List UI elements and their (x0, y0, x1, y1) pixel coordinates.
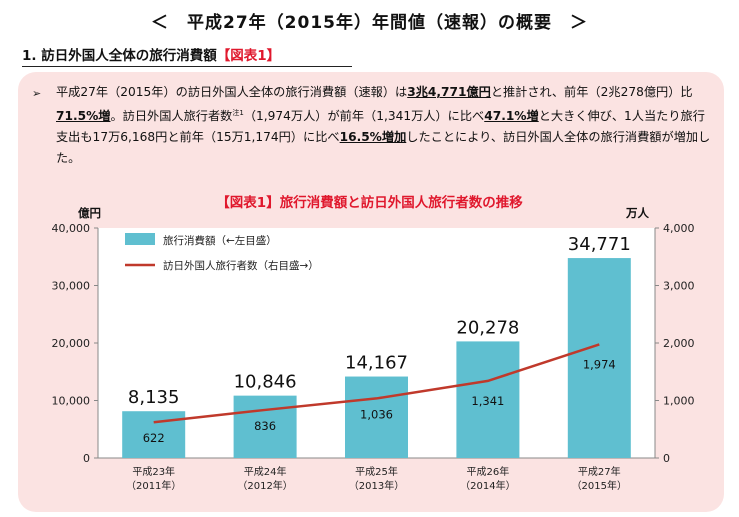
left-tick-label: 30,000 (52, 280, 91, 293)
right-tick-label: 2,000 (663, 337, 695, 350)
x-category-label: 平成27年 (578, 465, 621, 478)
bar-spending (345, 376, 408, 458)
left-tick-label: 0 (83, 452, 90, 465)
section-number: 1. (22, 48, 42, 64)
summary-text-6: したことにより、訪日外国人全体の旅行消費額が増加した。 (56, 130, 711, 166)
bar-spending (233, 395, 297, 458)
x-category-sublabel: （2012年） (237, 479, 292, 492)
legend-swatch-bar (125, 233, 155, 245)
line-data-label: 836 (254, 419, 276, 433)
line-data-label: 1,036 (360, 407, 393, 421)
chart-title: 【図表1】旅行消費額と訪日外国人旅行者数の推移 (216, 195, 523, 211)
page-title: ＜ 平成27年（2015年）年間値（速報）の概要 ＞ (151, 13, 588, 33)
bar-data-label: 20,278 (456, 317, 519, 338)
bar-spending (456, 341, 520, 458)
section-label: 訪日外国人全体の旅行消費額 (41, 48, 217, 64)
bullet-arrow-icon: ➢ (32, 87, 42, 100)
line-data-label: 1,974 (583, 357, 616, 371)
bar-data-label: 8,135 (128, 387, 180, 408)
bar-data-label: 34,771 (568, 234, 631, 255)
line-data-label: 1,341 (471, 394, 504, 408)
summary-visitor-growth: 47.1%増 (484, 109, 539, 124)
summary-paragraph: 平成27年（2015年）の訪日外国人全体の旅行消費額（速報）は3兆4,771億円… (56, 82, 716, 169)
x-category-label: 平成23年 (132, 465, 175, 478)
right-tick-label: 1,000 (663, 395, 695, 408)
bar-data-label: 14,167 (345, 353, 408, 374)
x-category-label: 平成25年 (355, 465, 398, 478)
summary-total-spending: 3兆4,771億円 (407, 85, 491, 99)
right-axis-unit: 万人 (626, 206, 649, 220)
right-tick-label: 4,000 (663, 222, 695, 235)
left-axis-unit: 億円 (78, 206, 101, 220)
bar-spending (567, 258, 631, 458)
left-tick-label: 20,000 (52, 337, 91, 350)
summary-spending-growth: 71.5%増 (56, 109, 111, 124)
x-category-sublabel: （2015年） (572, 479, 627, 492)
x-category-label: 平成24年 (244, 465, 287, 478)
x-category-sublabel: （2014年） (460, 479, 515, 492)
x-category-label: 平成26年 (467, 465, 510, 478)
line-data-label: 622 (143, 431, 165, 445)
summary-text-5: と大きく伸び、1人当たり旅行支出も17万6,168円と前年（15万1,174円）… (56, 109, 705, 145)
summary-text-3: 。訪日外国人旅行者数 (110, 109, 233, 124)
left-tick-label: 40,000 (52, 222, 91, 235)
right-tick-label: 3,000 (663, 280, 695, 293)
line-visitors (153, 343, 600, 424)
legend-label-bar: 旅行消費額（←左目盛） (163, 234, 277, 247)
legend-label-line: 訪日外国人旅行者数（右目盛→） (163, 259, 319, 272)
summary-text-4: （1,974万人）が前年（1,341万人）に比べ (243, 109, 485, 124)
x-category-sublabel: （2013年） (349, 479, 404, 492)
bar-data-label: 10,846 (234, 372, 297, 393)
summary-text-1: 平成27年（2015年）の訪日外国人全体の旅行消費額（速報）は (56, 85, 408, 99)
section-figure-ref: 【図表1】 (216, 48, 281, 64)
summary-footnote-ref: 注1 (232, 109, 244, 117)
section-heading: 1. 訪日外国人全体の旅行消費額【図表1】 (22, 44, 352, 67)
summary-per-capita-growth: 16.5%増加 (339, 130, 407, 145)
summary-text-2: と推計され、前年（2兆278億円）比 (490, 85, 693, 99)
left-tick-label: 10,000 (52, 395, 91, 408)
right-tick-label: 0 (663, 452, 670, 465)
x-category-sublabel: （2011年） (126, 479, 181, 492)
